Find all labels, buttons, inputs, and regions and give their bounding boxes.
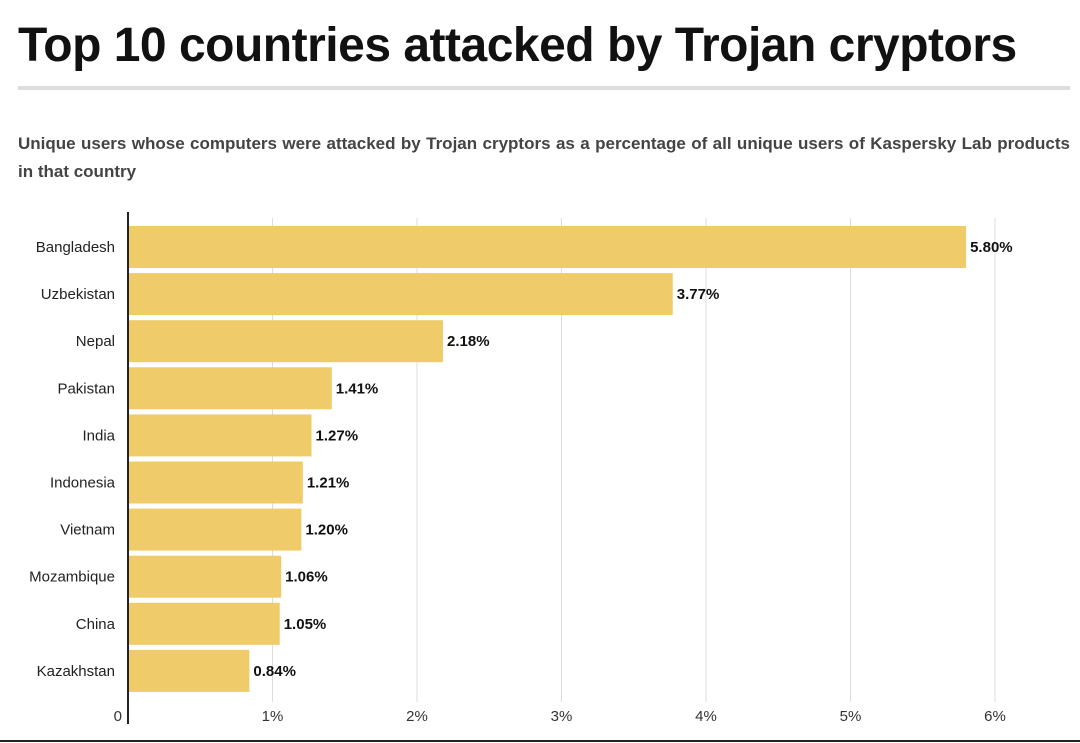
bar — [128, 226, 967, 268]
x-tick-label: 4% — [695, 708, 717, 725]
title-divider — [18, 86, 1070, 90]
value-label: 1.41% — [336, 380, 379, 397]
chart-area: 5.80% 3.77% 2.18% 1.41% 1.27% 1.21% 1.20% 1.06%… — [0, 210, 1080, 743]
bar — [128, 461, 303, 504]
chart-subtitle: Unique users whose computers were attack… — [18, 134, 1070, 181]
value-label: 1.05% — [284, 616, 327, 633]
category-label: Indonesia — [50, 475, 116, 492]
bar — [128, 320, 444, 363]
category-label: China — [76, 616, 116, 633]
x-tick-label: 0 — [114, 708, 122, 725]
x-tick-label: 1% — [262, 708, 284, 725]
bars — [128, 226, 967, 692]
bar — [128, 367, 332, 410]
x-tick-label: 5% — [840, 708, 862, 725]
bar-chart: 5.80% 3.77% 2.18% 1.41% 1.27% 1.21% 1.20% 1.06%… — [29, 212, 1013, 725]
bar — [128, 508, 302, 551]
value-label: 1.06% — [285, 569, 328, 586]
category-label: Pakistan — [57, 380, 115, 397]
category-label: India — [82, 427, 115, 444]
category-label: Vietnam — [60, 522, 115, 539]
bottom-border — [0, 740, 1080, 742]
chart-title: Top 10 countries attacked by Trojan cryp… — [18, 19, 1017, 72]
bar — [128, 602, 280, 645]
value-label: 5.80% — [970, 239, 1013, 256]
value-labels: 5.80% 3.77% 2.18% 1.41% 1.27% 1.21% 1.20% 1.06%… — [253, 239, 1012, 680]
bar — [128, 414, 312, 457]
category-label: Uzbekistan — [41, 286, 115, 303]
value-label: 3.77% — [677, 286, 720, 303]
category-labels: Bangladesh Uzbekistan Nepal Pakistan India In… — [29, 239, 116, 680]
value-label: 1.27% — [316, 427, 359, 444]
x-tick-label: 6% — [984, 708, 1006, 725]
x-tick-labels: 0 1% 2% 3% 4% 5% 6% — [114, 708, 1006, 725]
category-label: Mozambique — [29, 569, 115, 586]
value-label: 0.84% — [253, 663, 296, 680]
x-tick-label: 3% — [551, 708, 573, 725]
category-label: Bangladesh — [36, 239, 115, 256]
x-tick-label: 2% — [406, 708, 428, 725]
category-label: Nepal — [76, 333, 115, 350]
bar — [128, 273, 673, 316]
value-label: 2.18% — [447, 333, 490, 350]
bar — [128, 649, 250, 692]
value-label: 1.21% — [307, 475, 350, 492]
value-label: 1.20% — [305, 522, 348, 539]
bar — [128, 555, 282, 598]
category-label: Kazakhstan — [37, 663, 115, 680]
